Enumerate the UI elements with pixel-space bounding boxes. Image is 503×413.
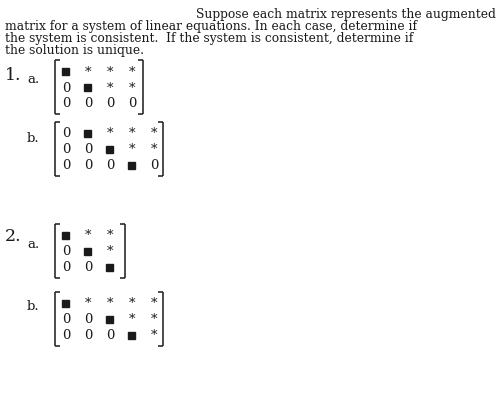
Text: *: *: [151, 313, 157, 326]
Text: 0: 0: [62, 127, 70, 140]
Text: the system is consistent.  If the system is consistent, determine if: the system is consistent. If the system …: [5, 32, 413, 45]
Text: 0: 0: [106, 329, 114, 342]
Text: 0: 0: [62, 329, 70, 342]
Text: 0: 0: [150, 159, 158, 172]
Text: Suppose each matrix represents the augmented: Suppose each matrix represents the augme…: [196, 8, 496, 21]
Text: a.: a.: [27, 237, 39, 250]
FancyBboxPatch shape: [107, 264, 114, 271]
FancyBboxPatch shape: [85, 130, 92, 137]
Text: *: *: [129, 297, 135, 310]
Text: b.: b.: [27, 299, 40, 312]
Text: *: *: [129, 81, 135, 94]
FancyBboxPatch shape: [62, 300, 69, 307]
Text: 0: 0: [128, 97, 136, 110]
FancyBboxPatch shape: [107, 316, 114, 323]
Text: *: *: [151, 329, 157, 342]
Text: *: *: [151, 297, 157, 310]
FancyBboxPatch shape: [128, 162, 135, 169]
Text: 0: 0: [62, 97, 70, 110]
Text: 0: 0: [84, 313, 92, 326]
Text: a.: a.: [27, 73, 39, 86]
Text: 0: 0: [106, 159, 114, 172]
Text: *: *: [129, 143, 135, 156]
Text: *: *: [107, 81, 113, 94]
Text: 0: 0: [62, 143, 70, 156]
Text: b.: b.: [27, 132, 40, 145]
Text: matrix for a system of linear equations. In each case, determine if: matrix for a system of linear equations.…: [5, 20, 417, 33]
Text: 0: 0: [106, 97, 114, 110]
Text: *: *: [129, 313, 135, 326]
Text: *: *: [129, 65, 135, 78]
Text: 2.: 2.: [5, 228, 22, 244]
Text: 0: 0: [62, 261, 70, 274]
Text: *: *: [107, 65, 113, 78]
Text: *: *: [151, 127, 157, 140]
Text: *: *: [85, 229, 91, 242]
Text: *: *: [85, 65, 91, 78]
Text: *: *: [85, 297, 91, 310]
FancyBboxPatch shape: [62, 232, 69, 239]
FancyBboxPatch shape: [128, 332, 135, 339]
FancyBboxPatch shape: [107, 146, 114, 153]
Text: 0: 0: [62, 159, 70, 172]
Text: the solution is unique.: the solution is unique.: [5, 44, 144, 57]
Text: *: *: [107, 229, 113, 242]
FancyBboxPatch shape: [85, 248, 92, 255]
Text: *: *: [107, 297, 113, 310]
Text: 0: 0: [84, 143, 92, 156]
Text: *: *: [107, 245, 113, 258]
Text: 0: 0: [62, 313, 70, 326]
Text: 0: 0: [84, 329, 92, 342]
Text: 0: 0: [62, 245, 70, 258]
Text: *: *: [151, 143, 157, 156]
Text: 0: 0: [62, 81, 70, 94]
Text: *: *: [129, 127, 135, 140]
FancyBboxPatch shape: [85, 84, 92, 91]
FancyBboxPatch shape: [62, 68, 69, 75]
Text: *: *: [107, 127, 113, 140]
Text: 0: 0: [84, 97, 92, 110]
Text: 0: 0: [84, 159, 92, 172]
Text: 1.: 1.: [5, 67, 22, 84]
Text: 0: 0: [84, 261, 92, 274]
